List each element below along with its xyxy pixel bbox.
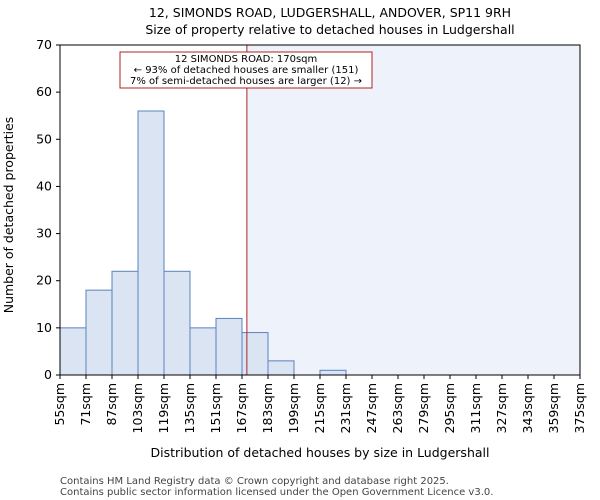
x-tick-label: 295sqm xyxy=(442,383,457,433)
bar-167sqm xyxy=(241,332,269,376)
chart-subtitle: Size of property relative to detached ho… xyxy=(145,22,514,37)
x-tick-label: 103sqm xyxy=(130,383,145,433)
x-tick-label: 247sqm xyxy=(364,383,379,433)
y-tick-label: 20 xyxy=(36,273,52,288)
y-tick-label: 0 xyxy=(44,367,52,382)
x-tick-label: 215sqm xyxy=(312,383,327,433)
annotation-line-1: 12 SIMONDS ROAD: 170sqm xyxy=(175,54,318,65)
y-axis-label: Number of detached properties xyxy=(1,117,16,314)
x-tick-label: 151sqm xyxy=(208,383,223,433)
bar-215sqm xyxy=(319,369,347,376)
footer-line-1: Contains HM Land Registry data © Crown c… xyxy=(60,476,449,487)
y-tick-label: 50 xyxy=(36,131,52,146)
bar-87sqm xyxy=(111,270,139,376)
annotation-box: 12 SIMONDS ROAD: 170sqm ← 93% of detache… xyxy=(119,51,373,89)
y-tick-label: 30 xyxy=(36,226,52,241)
annotation-line-2: ← 93% of detached houses are smaller (15… xyxy=(134,65,359,76)
x-tick-label: 231sqm xyxy=(338,383,353,433)
x-axis-label: Distribution of detached houses by size … xyxy=(151,445,490,460)
bar-55sqm xyxy=(59,327,87,376)
y-tick-label: 70 xyxy=(36,37,52,52)
x-tick-label: 71sqm xyxy=(78,383,93,426)
y-axis-ticks: 0 10 20 30 40 50 60 70 xyxy=(36,37,60,382)
x-tick-label: 167sqm xyxy=(234,383,249,433)
x-tick-label: 279sqm xyxy=(416,383,431,433)
x-tick-label: 119sqm xyxy=(156,383,171,433)
x-tick-label: 327sqm xyxy=(494,383,509,433)
bar-135sqm xyxy=(189,327,217,376)
annotation-line-3: 7% of semi-detached houses are larger (1… xyxy=(130,76,362,87)
plot-area: 0 10 20 30 40 50 60 70 55sqm 71sqm 87sqm 103sqm 119… xyxy=(36,37,587,433)
bar-119sqm xyxy=(163,270,191,376)
bars xyxy=(59,110,347,376)
bar-151sqm xyxy=(215,317,243,376)
larger-properties-shade xyxy=(246,45,580,375)
y-tick-label: 60 xyxy=(36,84,52,99)
x-tick-label: 263sqm xyxy=(390,383,405,433)
x-tick-label: 199sqm xyxy=(286,383,301,433)
annotation-border xyxy=(119,51,373,89)
x-tick-label: 135sqm xyxy=(182,383,197,433)
y-tick-label: 10 xyxy=(36,320,52,335)
chart-title: 12, SIMONDS ROAD, LUDGERSHALL, ANDOVER, … xyxy=(149,5,511,20)
x-tick-label: 183sqm xyxy=(260,383,275,433)
x-axis-ticks: 55sqm 71sqm 87sqm 103sqm 119sqm 135sqm 151sqm 1… xyxy=(52,375,587,433)
footer-line-2: Contains public sector information licen… xyxy=(60,487,493,498)
x-tick-label: 375sqm xyxy=(572,383,587,433)
x-tick-label: 55sqm xyxy=(52,383,67,426)
x-tick-label: 311sqm xyxy=(468,383,483,433)
x-tick-label: 87sqm xyxy=(104,383,119,426)
bar-71sqm xyxy=(85,289,113,376)
bar-103sqm xyxy=(137,110,165,376)
x-tick-label: 359sqm xyxy=(546,383,561,433)
y-tick-label: 40 xyxy=(36,178,52,193)
bar-183sqm xyxy=(267,360,295,376)
x-tick-label: 343sqm xyxy=(520,383,535,433)
